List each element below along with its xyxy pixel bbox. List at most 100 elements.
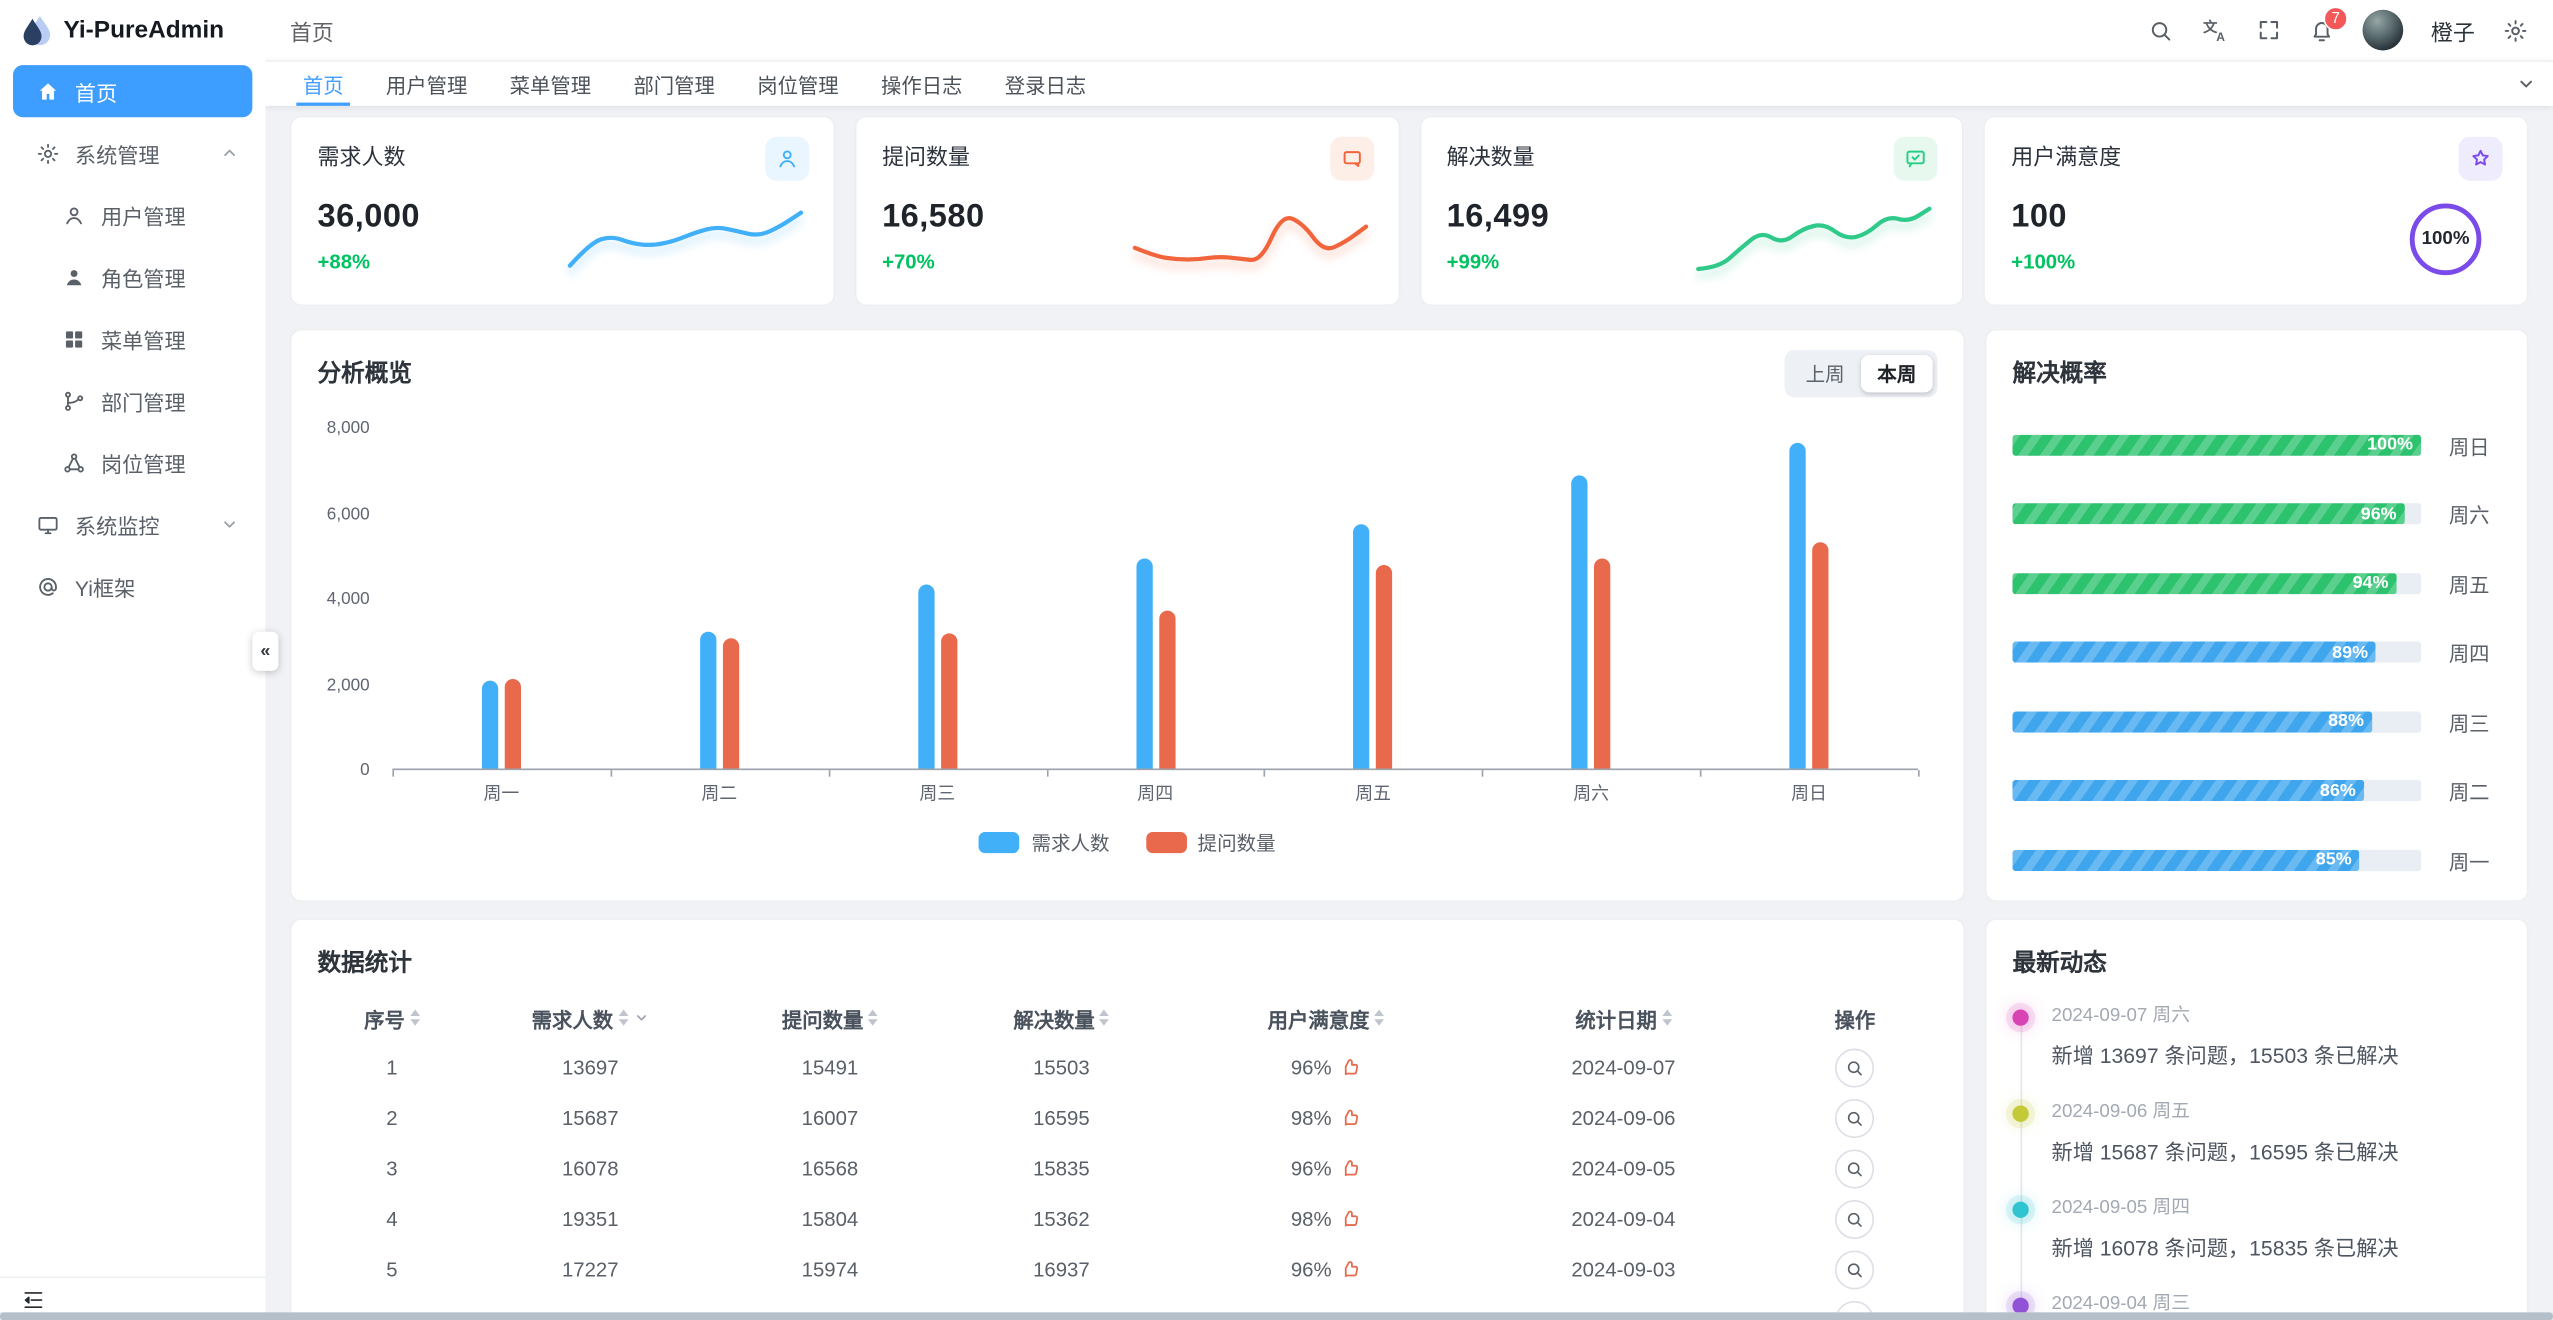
- bar-group-周六: [1482, 428, 1700, 769]
- tab-login-log[interactable]: 登录日志: [1004, 74, 1087, 98]
- progress-label: 周二: [2448, 781, 2490, 805]
- column-header-3[interactable]: 解决数量: [946, 993, 1177, 1042]
- sidebar-item-menu-management[interactable]: 菜单管理: [13, 313, 252, 365]
- latest-activity-card: 最新动态 2024-09-07 周六 新增 13697 条问题，15503 条已解…: [1986, 919, 2527, 1320]
- column-header-2[interactable]: 提问数量: [714, 993, 945, 1042]
- sort-icon[interactable]: [1374, 1009, 1385, 1026]
- sidebar-item-home[interactable]: 首页: [13, 65, 253, 118]
- bar-提问数量-周二: [722, 638, 739, 769]
- hub-icon: [62, 450, 86, 474]
- bar-提问数量-周五: [1376, 564, 1393, 769]
- search-button[interactable]: [2148, 17, 2174, 43]
- timeline-entry-2: 2024-09-05 周四 新增 16078 条问题，15835 条已解决: [2012, 1193, 2501, 1261]
- view-row-button[interactable]: [1835, 1249, 1875, 1289]
- x-label: 周六: [1573, 784, 1610, 805]
- bar-需求人数-周六: [1571, 475, 1588, 769]
- sidebar-item-label: 角色管理: [100, 266, 186, 291]
- view-row-button[interactable]: [1835, 1047, 1875, 1087]
- logo[interactable]: Yi-PureAdmin: [0, 0, 265, 60]
- settings-button[interactable]: [2503, 17, 2529, 43]
- y-axis: 8,000 6,000 4,000 2,000 0: [326, 418, 370, 780]
- notification-button[interactable]: 7: [2309, 5, 2348, 43]
- sidebar-item-user-management[interactable]: 用户管理: [13, 189, 252, 241]
- timeline-text: 新增 15687 条问题，16595 条已解决: [2051, 1139, 2399, 1165]
- this-week-button[interactable]: 本周: [1861, 354, 1933, 393]
- username[interactable]: 橙子: [2430, 20, 2475, 45]
- solve-probability-card: 解决概率 100% 周日 96% 周六 94% 周五 89% 周四 88% 周三 86% 周二 85% 周…: [1986, 330, 2527, 901]
- legend-item-提问数量[interactable]: 提问数量: [1145, 829, 1276, 857]
- last-week-button[interactable]: 上周: [1805, 363, 1845, 386]
- sort-icon[interactable]: [868, 1009, 879, 1026]
- sidebar-item-role-management[interactable]: 角色管理: [13, 251, 252, 303]
- bar-需求人数-周五: [1353, 524, 1370, 769]
- progress-track: 96%: [2012, 503, 2422, 525]
- bar-提问数量-周六: [1594, 558, 1611, 769]
- stat-card-delta: +70%: [882, 250, 935, 274]
- column-header-1[interactable]: 需求人数: [466, 993, 714, 1042]
- timeline-text: 新增 16078 条问题，15835 条已解决: [2051, 1235, 2399, 1261]
- solve-row-周六: 96% 周六: [2012, 480, 2500, 549]
- sparkline: [1128, 184, 1372, 285]
- sort-icon[interactable]: [409, 1009, 420, 1026]
- sidebar-item-yi-framework[interactable]: Yi框架: [13, 560, 252, 612]
- stat-card-title: 提问数量: [882, 144, 971, 170]
- sort-icon[interactable]: [617, 1009, 628, 1026]
- progress-track: 85%: [2012, 849, 2422, 871]
- solve-rows: 100% 周日 96% 周六 94% 周五 89% 周四 88% 周三 86% 周二 85% 周一: [2012, 410, 2500, 894]
- thumb-up-icon: [1340, 1259, 1361, 1280]
- progress-fill: 94%: [2012, 572, 2397, 594]
- progress-label: 周日: [2448, 435, 2490, 459]
- bar-group-周三: [828, 428, 1046, 769]
- sidebar-item-system-management[interactable]: 系统管理: [13, 127, 252, 179]
- timeline-dot: [2012, 1105, 2029, 1122]
- tab-user-management[interactable]: 用户管理: [385, 74, 468, 98]
- stat-card-delta: +99%: [1446, 250, 1500, 274]
- x-label: 周二: [701, 784, 738, 805]
- tab-operation-log[interactable]: 操作日志: [880, 74, 963, 98]
- logo-drop-icon: [20, 12, 53, 48]
- sort-icon[interactable]: [1099, 1009, 1110, 1026]
- filter-chevron-icon[interactable]: [633, 1009, 649, 1025]
- x-axis-labels: 周一 周二 周三 周四 周五 周六 周日: [392, 780, 1918, 806]
- progress-track: 100%: [2012, 434, 2422, 456]
- sidebar-item-label: 菜单管理: [100, 328, 186, 353]
- stat-card-value: 16,580: [882, 198, 985, 235]
- horizontal-scrollbar[interactable]: [0, 1312, 2553, 1320]
- tab-department-management[interactable]: 部门管理: [633, 74, 715, 98]
- sidebar-collapse-handle[interactable]: «: [252, 631, 279, 671]
- stat-card-title: 需求人数: [317, 144, 406, 170]
- column-header-5[interactable]: 统计日期: [1475, 993, 1773, 1042]
- tab-home[interactable]: 首页: [282, 62, 365, 106]
- column-header-0[interactable]: 序号: [317, 993, 466, 1042]
- sort-icon[interactable]: [1661, 1009, 1672, 1026]
- avatar[interactable]: [2362, 9, 2404, 51]
- fullscreen-button[interactable]: [2257, 18, 2281, 42]
- tabs-menu-chevron-icon[interactable]: [2516, 73, 2537, 94]
- bar-group-周一: [392, 428, 610, 769]
- view-row-button[interactable]: [1835, 1098, 1875, 1138]
- breadcrumb: 首页: [289, 20, 334, 45]
- timeline: 2024-09-07 周六 新增 13697 条问题，15503 条已解决 2024…: [2012, 1001, 2500, 1320]
- tab-position-management[interactable]: 岗位管理: [757, 74, 839, 98]
- main-area: 首页 文 A 7 橙子 首页 用户管理 菜单管理 部门管理 岗位管理 操作日志 登录日志 需求人数…: [265, 0, 2553, 1320]
- x-label: 周三: [919, 784, 956, 805]
- tab-menu-management[interactable]: 菜单管理: [509, 74, 592, 98]
- view-row-button[interactable]: [1835, 1199, 1875, 1239]
- stat-card-2: 解决数量 16,499 +99%: [1420, 117, 1963, 305]
- progress-fill: 85%: [2012, 849, 2360, 871]
- sidebar-item-system-monitor[interactable]: 系统监控: [13, 498, 252, 550]
- timeline-dot: [2012, 1297, 2029, 1314]
- collapse-menu-icon[interactable]: [21, 1287, 45, 1311]
- bar-group-周日: [1700, 428, 1918, 769]
- legend-item-需求人数[interactable]: 需求人数: [979, 829, 1110, 857]
- view-row-button[interactable]: [1835, 1148, 1875, 1188]
- sidebar-item-department-management[interactable]: 部门管理: [13, 374, 252, 426]
- role-icon: [62, 265, 86, 289]
- progress-track: 89%: [2012, 641, 2422, 664]
- sidebar-item-position-management[interactable]: 岗位管理: [13, 436, 252, 488]
- sidebar-item-label: 系统监控: [74, 513, 160, 539]
- column-header-4[interactable]: 用户满意度: [1177, 993, 1475, 1042]
- plot-area: [392, 428, 1920, 777]
- middle-row: 分析概览 上周 本周 8,000 6,000 4,000 2,000 0 周一 周二 周三 周四周…: [291, 330, 2527, 901]
